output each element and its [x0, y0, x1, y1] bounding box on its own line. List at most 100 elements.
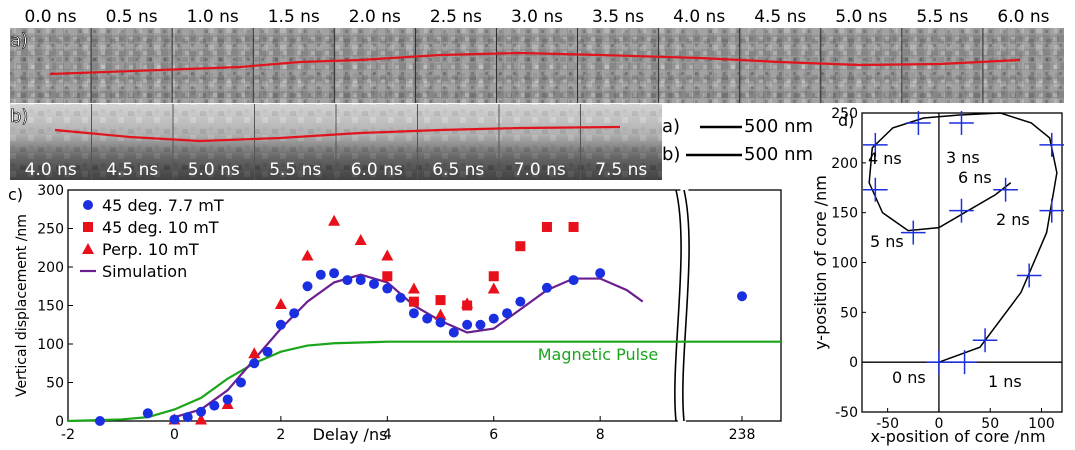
panel-a-time-label: 2.0 ns: [349, 7, 401, 27]
x-tick-label: 238: [729, 427, 756, 443]
panel-a-time-label: 0.5 ns: [106, 7, 158, 27]
perp-10mt-point: [434, 308, 447, 320]
magnetic-pulse-curve: [67, 340, 781, 423]
panel-a-time-label: 6.0 ns: [997, 7, 1049, 27]
x-tick-label: 0: [170, 427, 179, 443]
45deg-10mt-point: [382, 271, 393, 282]
panel-b-time-label: 4.0 ns: [25, 160, 77, 180]
axis-break-line-2: [682, 189, 690, 422]
time-annotation: 6 ns: [958, 168, 992, 187]
legend-entry: 45 deg. 7.7 mT: [102, 196, 224, 215]
panel-a-time-label: 5.5 ns: [916, 7, 968, 27]
panel-b-time-label: 7.5 ns: [595, 160, 647, 180]
45deg-7.7mt-point: [502, 308, 513, 319]
45deg-7.7mt-point: [462, 319, 473, 330]
45deg-7.7mt-point: [737, 291, 747, 302]
panel-a-time-label: 2.5 ns: [430, 7, 482, 27]
x-tick-label: -50: [876, 416, 899, 432]
legend-marker: [83, 222, 93, 232]
45deg-7.7mt-point: [315, 269, 326, 280]
scale-bar-a-panel: a): [662, 116, 680, 137]
perp-10mt-point: [407, 282, 420, 294]
time-annotation: 0 ns: [892, 368, 926, 387]
y-axis-label: y-position of core /nm: [811, 175, 830, 350]
45deg-7.7mt-point: [182, 412, 193, 423]
45deg-7.7mt-point: [342, 275, 353, 286]
perp-10mt-point: [381, 249, 394, 261]
panel-a-time-labels: 0.0 ns 0.5 ns 1.0 ns 1.5 ns 2.0 ns 2.5 ns 3.0 …: [24, 7, 1049, 27]
scale-bar-b-panel: b): [662, 144, 680, 165]
45deg-7.7mt-point: [329, 268, 340, 279]
45deg-7.7mt-point: [262, 346, 273, 357]
x-tick-label: 8: [596, 427, 605, 443]
magnetic-pulse-label: Magnetic Pulse: [538, 345, 658, 364]
panel-a-time-label: 4.5 ns: [754, 7, 806, 27]
panel-c-label: c): [8, 185, 23, 204]
perp-10mt-point: [328, 214, 341, 226]
45deg-7.7mt-point: [382, 283, 393, 294]
panel-a-label: a): [10, 30, 28, 51]
45deg-7.7mt-point: [595, 268, 606, 279]
x-tick-label: 100: [1028, 416, 1055, 432]
legend-entry: 45 deg. 10 mT: [102, 218, 219, 237]
45deg-10mt-point: [568, 221, 579, 232]
x-axis-label: x-position of core /nm: [870, 427, 1045, 446]
y-tick-label: 50: [840, 305, 858, 321]
y-tick-label: 150: [831, 206, 858, 222]
45deg-7.7mt-point: [408, 308, 419, 319]
panel-b-time-label: 6.5 ns: [432, 160, 484, 180]
45deg-10mt-point: [541, 221, 552, 232]
panel-a-time-label: 4.0 ns: [673, 7, 725, 27]
perp-10mt-point: [301, 249, 314, 261]
panel-a-time-label: 5.0 ns: [835, 7, 887, 27]
45deg-7.7mt-point: [209, 400, 220, 411]
panel-b-time-labels: 4.0 ns 4.5 ns 5.0 ns 5.5 ns 6.0 ns 6.5 ns 7.0 …: [25, 160, 648, 180]
panel-d-label: d): [838, 111, 854, 130]
panel-a: 0.0 ns 0.5 ns 1.0 ns 1.5 ns 2.0 ns 2.5 ns 3.0 …: [10, 7, 1064, 103]
45deg-7.7mt-point: [541, 282, 552, 293]
panel-b-core-track: [54, 125, 621, 143]
panel-a-time-label: 1.0 ns: [187, 7, 239, 27]
panel-a-time-label: 1.5 ns: [268, 7, 320, 27]
legend-entry: Perp. 10 mT: [102, 240, 199, 259]
45deg-7.7mt-point: [422, 313, 433, 324]
y-tick-label: 0: [849, 355, 858, 371]
45deg-7.7mt-point: [515, 296, 526, 307]
panel-a-core-track: [49, 51, 1021, 76]
45deg-7.7mt-point: [475, 319, 486, 330]
y-tick-label: -50: [835, 405, 858, 421]
y-tick-label: 200: [831, 156, 858, 172]
panel-b-time-label: 4.5 ns: [106, 160, 158, 180]
x-tick-label: 0: [934, 416, 943, 432]
x-tick-label: -2: [61, 427, 75, 443]
45deg-10mt-point: [435, 295, 446, 306]
panel-b: 4.0 ns 4.5 ns 5.0 ns 5.5 ns 6.0 ns 6.5 ns 7.0 …: [10, 104, 662, 180]
x-axis-label: Delay /ns: [313, 425, 388, 444]
panel-b-time-label: 6.0 ns: [351, 160, 403, 180]
45deg-7.7mt-point: [142, 408, 153, 419]
45deg-7.7mt-point: [395, 292, 406, 303]
45deg-10mt-point: [488, 271, 499, 282]
x-tick-label: 6: [489, 427, 498, 443]
core-trajectory: [868, 112, 1058, 363]
panel-a-time-label: 3.5 ns: [592, 7, 644, 27]
y-tick-label: 300: [37, 183, 64, 199]
45deg-7.7mt-point: [289, 308, 300, 319]
time-annotation: 5 ns: [870, 232, 904, 251]
y-tick-label: 250: [831, 106, 858, 122]
perp-10mt-point: [487, 282, 500, 294]
panel-a-time-label: 3.0 ns: [511, 7, 563, 27]
perp-10mt-point: [274, 297, 287, 309]
45deg-7.7mt-point: [94, 416, 105, 426]
panel-b-time-label: 7.0 ns: [514, 160, 566, 180]
x-tick-label: 50: [981, 416, 999, 432]
45deg-7.7mt-point: [275, 319, 286, 330]
y-tick-label: 50: [46, 376, 64, 392]
45deg-7.7mt-point: [169, 414, 180, 425]
legend-marker: [82, 243, 94, 254]
scale-bars: a) 500 nm b) 500 nm: [662, 116, 813, 165]
45deg-7.7mt-point: [568, 275, 579, 286]
y-tick-label: 100: [37, 337, 64, 353]
time-annotation: 4 ns: [868, 149, 902, 168]
